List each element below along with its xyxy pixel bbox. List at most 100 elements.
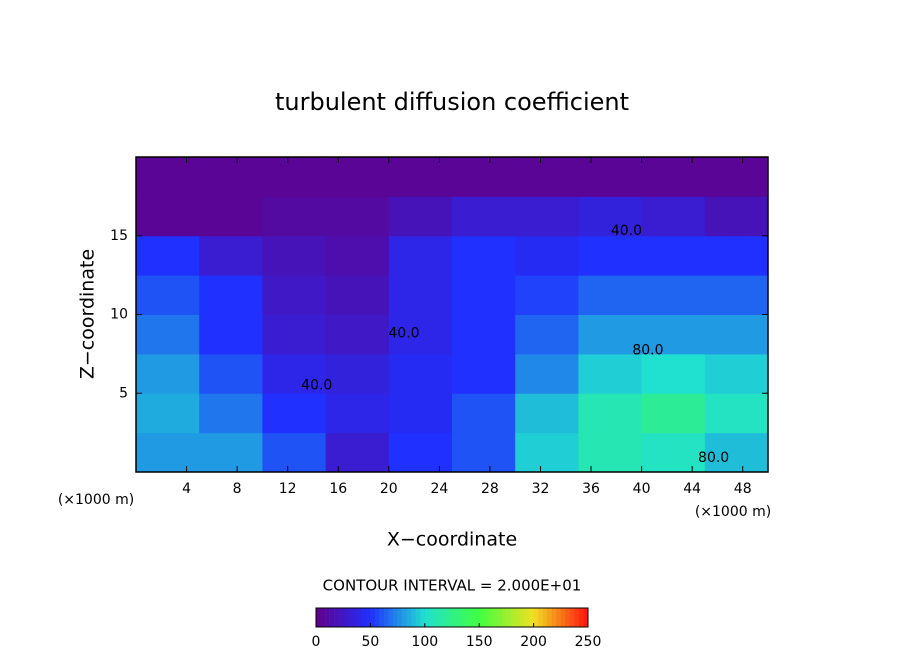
colorbar-cell xyxy=(565,608,571,627)
colorbar-cell xyxy=(551,608,557,627)
cell xyxy=(452,275,516,315)
cell xyxy=(452,353,516,394)
cell xyxy=(136,196,200,237)
contour-label: 40.0 xyxy=(611,223,642,239)
cell xyxy=(262,157,327,197)
cell xyxy=(704,196,769,237)
cell xyxy=(641,432,706,473)
y-tick-label: 5 xyxy=(119,385,128,401)
cell xyxy=(136,235,200,276)
x-tick-label: 40 xyxy=(633,481,651,497)
colorbar-cell xyxy=(556,608,562,627)
colorbar-cell xyxy=(347,608,353,627)
cell xyxy=(388,314,453,355)
y-tick-label: 10 xyxy=(110,307,128,323)
colorbar-cell xyxy=(479,608,485,627)
colorbar-cell xyxy=(329,608,335,627)
x-tick-label: 36 xyxy=(582,481,600,497)
colorbar-frame xyxy=(315,607,589,628)
cell xyxy=(262,275,327,315)
contour-label: 80.0 xyxy=(698,450,729,466)
cell xyxy=(325,157,390,197)
cell xyxy=(199,393,263,434)
colorbar-cell xyxy=(397,608,403,627)
colorbar-cell xyxy=(343,608,349,627)
cell xyxy=(136,157,200,197)
colorbar-tick-label: 150 xyxy=(466,634,493,650)
cell xyxy=(136,353,200,394)
colorbar-cell xyxy=(474,608,480,627)
colorbar-cell xyxy=(316,608,321,627)
cell xyxy=(325,393,390,434)
colorbar-cell xyxy=(538,608,543,627)
colorbar-cell xyxy=(506,608,512,627)
x-tick-label: 32 xyxy=(532,481,550,497)
cell xyxy=(262,314,327,355)
cell xyxy=(325,235,390,276)
colorbar-cell xyxy=(542,608,548,627)
colorbar-cell xyxy=(393,608,398,627)
x-axis-label: X−coordinate xyxy=(387,529,517,551)
colorbar-cell xyxy=(411,608,417,627)
cell xyxy=(199,314,263,355)
colorbar-cell xyxy=(420,608,426,627)
colorbar-cell xyxy=(488,608,494,627)
colorbar-cell xyxy=(442,608,448,627)
cell xyxy=(262,393,327,434)
cell xyxy=(388,353,453,394)
colorbar-tick-label: 0 xyxy=(312,634,321,650)
colorbar-cell xyxy=(334,608,339,627)
cell xyxy=(452,157,516,197)
colorbar-cell xyxy=(578,608,584,627)
colorbar-cell xyxy=(492,608,498,627)
cell xyxy=(515,393,579,434)
x-tick-label: 16 xyxy=(329,481,347,497)
cell xyxy=(388,432,453,473)
cell xyxy=(136,275,200,315)
cell xyxy=(136,432,200,473)
cell xyxy=(641,314,706,355)
cell xyxy=(452,235,516,276)
cell xyxy=(704,353,769,394)
colorbar-cell xyxy=(452,608,457,627)
cell xyxy=(641,353,706,394)
colorbar-cell xyxy=(370,608,376,627)
cell xyxy=(325,432,390,473)
contour-label: 40.0 xyxy=(301,377,332,393)
colorbar-tick-label: 200 xyxy=(520,634,547,650)
colorbar-cell xyxy=(465,608,471,627)
cell xyxy=(452,196,516,237)
colorbar-cell xyxy=(470,608,475,627)
colorbar-cell xyxy=(388,608,394,627)
colorbar-cell xyxy=(461,608,466,627)
cell xyxy=(325,275,390,315)
colorbar-cell xyxy=(384,608,389,627)
x-tick-label: 4 xyxy=(182,481,191,497)
cell xyxy=(325,314,390,355)
contour-interval: CONTOUR INTERVAL = 2.000E+01 xyxy=(323,577,582,595)
cell xyxy=(388,275,453,315)
cell xyxy=(578,157,643,197)
cell xyxy=(325,196,390,237)
cell xyxy=(199,235,263,276)
cell xyxy=(578,235,643,276)
colorbar-cell xyxy=(547,608,553,627)
cell xyxy=(641,393,706,434)
cell xyxy=(578,393,643,434)
cell xyxy=(704,235,769,276)
cell xyxy=(199,432,263,473)
x-tick-label: 44 xyxy=(683,481,701,497)
colorbar-cell xyxy=(424,608,430,627)
cell xyxy=(262,432,327,473)
colorbar-cell xyxy=(406,608,412,627)
colorbar-cell xyxy=(501,608,507,627)
cell xyxy=(704,275,769,315)
colorbar-cell xyxy=(374,608,380,627)
x-tick-label: 24 xyxy=(430,481,448,497)
colorbar-cell xyxy=(524,608,530,627)
colorbar-cell xyxy=(533,608,539,627)
cell xyxy=(262,235,327,276)
cell xyxy=(515,353,579,394)
x-unit: (×1000 m) xyxy=(58,492,134,508)
colorbar-tick-label: 100 xyxy=(411,634,438,650)
